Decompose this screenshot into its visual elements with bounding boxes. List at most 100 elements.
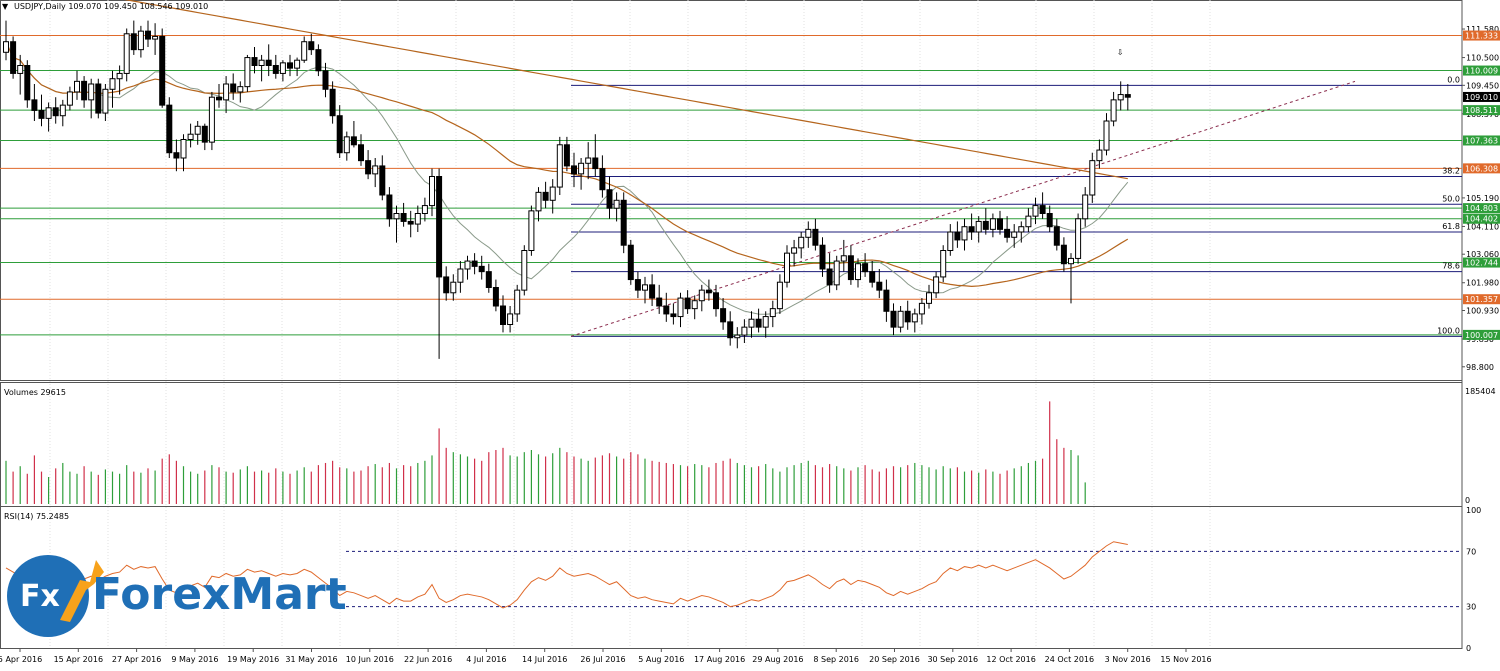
moving-averages [5, 0, 1129, 315]
horizontal-levels [0, 35, 1462, 336]
price-axis-label: 110.500 [1466, 54, 1499, 63]
price-tag-label: 104.402 [1465, 215, 1498, 224]
price-tag-box [1463, 105, 1500, 116]
candle-body [45, 107, 52, 119]
candle-body [1075, 218, 1082, 259]
candle-body [961, 226, 968, 241]
rsi-scale-label: 100 [1466, 506, 1481, 515]
candle-body [634, 279, 641, 291]
candle-body [187, 133, 194, 140]
candle-body [698, 289, 705, 302]
price-tag-box [1463, 30, 1500, 41]
price-tag-box [1463, 294, 1500, 305]
fibonacci-retracement: 0.0 38.2 50.0 61.8 78.6 100.0 [570, 75, 1462, 337]
candle-body [968, 226, 975, 233]
price-tag-box [1463, 91, 1500, 102]
date-label: 26 Jul 2016 [580, 655, 625, 664]
candle-body [52, 107, 59, 117]
price-tags: 111.333 110.009 109.010 108.511 107.363 106.3… [1463, 30, 1500, 340]
date-label: 5 Apr 2016 [0, 655, 42, 664]
candle-body [301, 41, 308, 61]
candle-body [911, 313, 918, 323]
candle-body [130, 33, 137, 51]
price-tag-label: 104.803 [1465, 204, 1498, 213]
candle-body [989, 218, 996, 230]
price-axis-label: 100.930 [1466, 306, 1499, 315]
candle-body [798, 236, 805, 249]
candle-body [1018, 226, 1025, 233]
symbol-info: USDJPY,Daily 109.070 109.450 108.546 109… [14, 2, 208, 11]
candle-body [904, 310, 911, 323]
candle-body [450, 281, 457, 294]
candle-body [322, 70, 329, 90]
candle-body [514, 289, 521, 315]
candle-body [24, 65, 31, 101]
candle-body [88, 83, 95, 101]
candle-body [208, 96, 215, 143]
candle-body [535, 191, 542, 212]
candlesticks: ⇩ [3, 20, 1131, 359]
candle-body [741, 326, 748, 336]
candle-body [1060, 244, 1067, 265]
candle-body [386, 194, 393, 220]
candle-body [180, 139, 187, 159]
candle-body [762, 316, 769, 328]
price-axis-label: 109.450 [1466, 81, 1499, 90]
candle-body [95, 83, 102, 114]
candle-body [627, 244, 634, 281]
candle-body [436, 176, 443, 278]
candle-body [507, 313, 514, 325]
candle-body [1039, 205, 1046, 214]
candle-body [1046, 213, 1053, 228]
rsi-scale-label: 0 [1466, 644, 1471, 653]
candle-body [1025, 215, 1032, 228]
candle-body [840, 255, 847, 262]
candle-body [17, 65, 24, 74]
candle-body [847, 255, 854, 281]
candle-body [1068, 257, 1074, 265]
price-tag-box [1463, 257, 1500, 268]
date-label: 31 May 2016 [285, 655, 337, 664]
candle-body [109, 78, 116, 90]
price-tag-label: 111.333 [1465, 32, 1498, 41]
candle-body [123, 33, 130, 74]
candle-body [279, 62, 286, 74]
volume-scale-min: 0 [1465, 496, 1470, 505]
date-label: 20 Sep 2016 [869, 655, 920, 664]
candle-body [585, 157, 592, 164]
candle-body [713, 292, 719, 310]
date-label: 9 May 2016 [171, 655, 218, 664]
logo-arrow-icon [60, 560, 104, 622]
date-label: 17 Aug 2016 [694, 655, 745, 664]
candle-body [578, 162, 585, 175]
candle-body [1011, 231, 1018, 238]
price-tag-box [1463, 135, 1500, 146]
candle-body [464, 260, 471, 270]
chart-arrow-icon[interactable]: ▼ [2, 2, 9, 11]
date-label: 4 Jul 2016 [466, 655, 506, 664]
candle-body [897, 310, 904, 328]
candle-body [116, 72, 123, 80]
date-label: 8 Sep 2016 [813, 655, 859, 664]
logo-fx-text: Fx [20, 579, 60, 614]
candle-body [549, 186, 556, 201]
candle-body [272, 65, 279, 74]
candle-body [876, 281, 883, 291]
forexmart-logo: Fx ForexMart [7, 555, 347, 637]
candle-body [230, 83, 237, 93]
candle-body [258, 59, 265, 67]
candle-body [819, 244, 826, 270]
candle-body [372, 165, 379, 175]
date-label: 29 Aug 2016 [752, 655, 803, 664]
candle-body [358, 144, 364, 162]
candle-body [776, 281, 783, 310]
candle-body [606, 189, 613, 209]
date-label: 24 Oct 2016 [1045, 655, 1094, 664]
rsi-scale-label: 30 [1466, 603, 1476, 612]
rsi-line: 100 70 30 0 [5, 506, 1481, 653]
candle-body [805, 228, 812, 238]
fib-label: 50.0 [1442, 194, 1460, 203]
date-label: 19 May 2016 [227, 655, 279, 664]
price-tag-label: 101.357 [1465, 295, 1498, 304]
